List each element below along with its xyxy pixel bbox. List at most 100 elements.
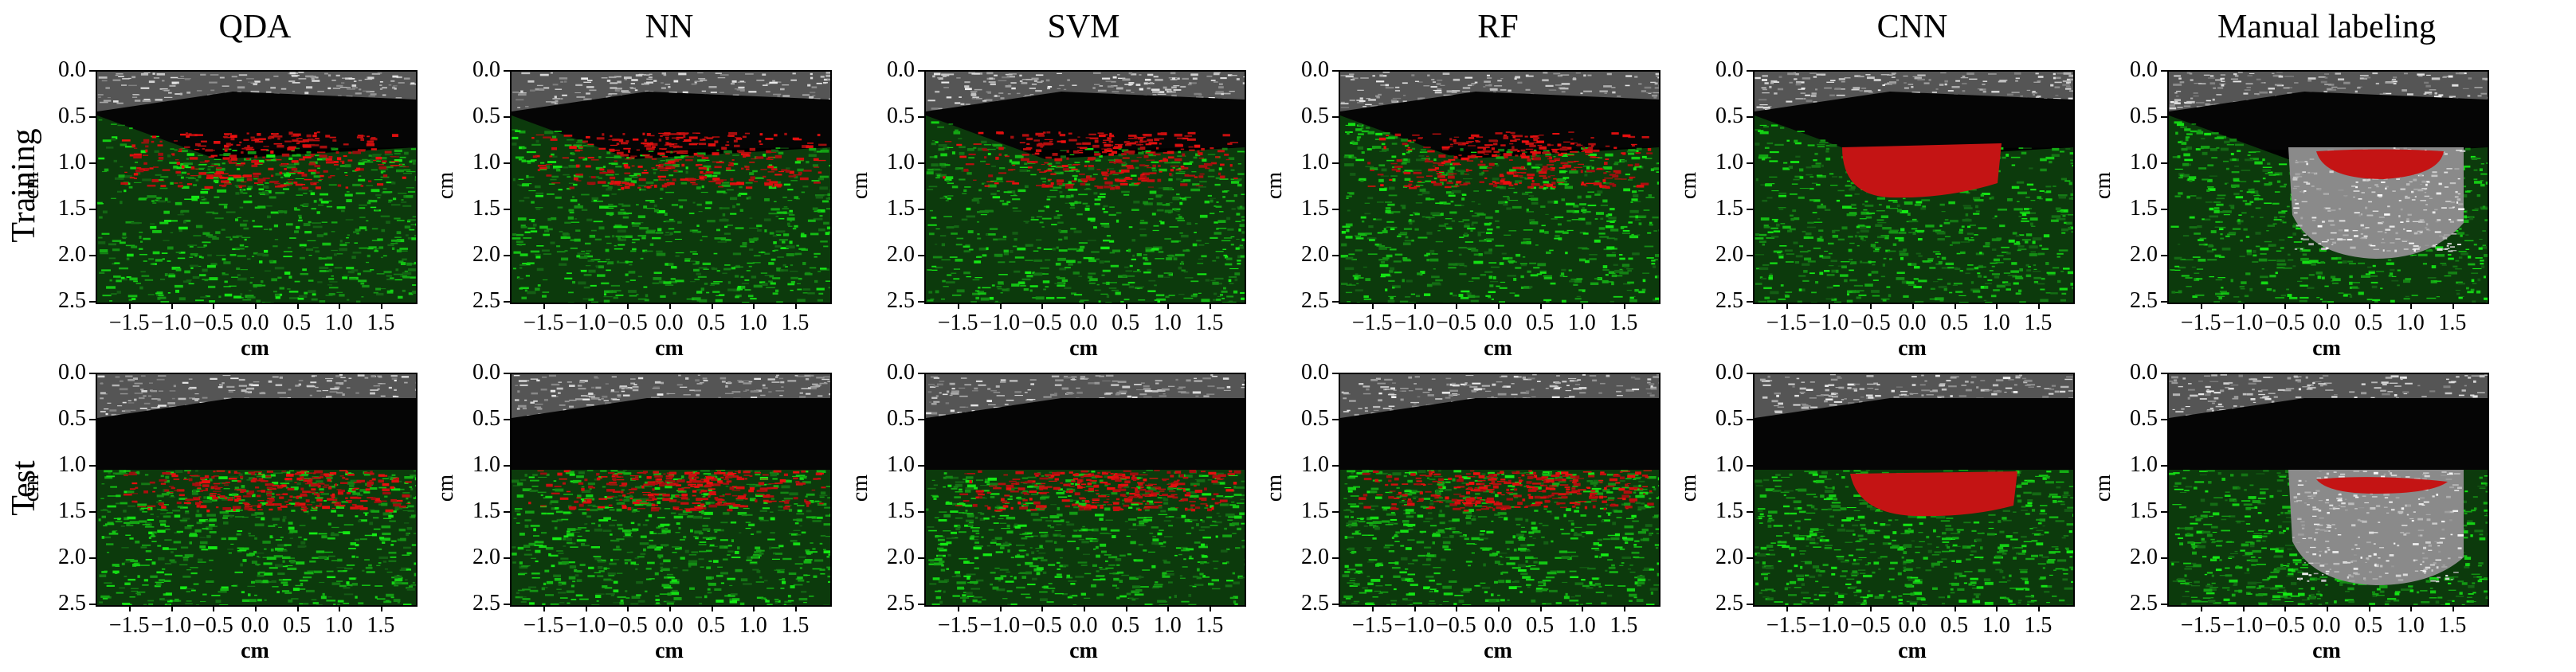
y-tick-label: 1.5: [58, 196, 86, 221]
y-tick-mark: [89, 604, 96, 605]
x-tick-mark: [1828, 605, 1830, 611]
y-tick-mark: [2161, 162, 2167, 164]
y-tick-label: 2.5: [1301, 288, 1329, 313]
y-tick-mark: [1747, 255, 1753, 256]
x-tick-mark: [255, 303, 257, 309]
image-panel: [924, 373, 1246, 607]
x-tick-label: 1.0: [2396, 613, 2425, 638]
y-tick-label: 0.0: [887, 360, 915, 385]
x-tick-mark: [669, 303, 671, 309]
x-tick-mark: [1167, 605, 1170, 611]
y-tick-label: 0.5: [1715, 406, 1743, 431]
ultrasound-image: [512, 374, 830, 605]
ultrasound-image: [2169, 72, 2488, 303]
image-panel: [96, 70, 418, 304]
x-tick-mark: [753, 605, 755, 611]
x-tick-mark: [1582, 605, 1584, 611]
y-tick-label: 0.0: [58, 57, 86, 82]
image-panel: [1339, 373, 1660, 607]
y-tick-label: 0.5: [887, 406, 915, 431]
x-tick-label: −1.5: [1766, 311, 1807, 335]
x-tick-mark: [339, 605, 341, 611]
y-tick-label: 2.0: [2130, 242, 2158, 267]
y-axis-label: cm: [848, 474, 872, 502]
x-tick-label: −0.5: [1435, 613, 1476, 638]
x-tick-label: 1.5: [781, 311, 810, 335]
x-tick-mark: [1084, 605, 1085, 611]
y-tick-mark: [1332, 209, 1339, 210]
x-axis-label: cm: [1484, 336, 1512, 361]
image-panel: [510, 373, 832, 607]
x-tick-mark: [2327, 605, 2328, 611]
x-tick-label: 1.0: [1153, 613, 1182, 638]
x-tick-mark: [129, 605, 131, 611]
y-tick-mark: [1747, 301, 1753, 303]
x-tick-label: 0.0: [1898, 613, 1927, 638]
y-axis-label: cm: [1262, 171, 1287, 200]
x-tick-label: −1.0: [1394, 311, 1435, 335]
column-title: NN: [645, 9, 694, 45]
column-title: CNN: [1876, 9, 1948, 45]
x-tick-label: 1.0: [2396, 311, 2425, 335]
x-tick-mark: [1372, 605, 1374, 611]
y-tick-label: 1.5: [2130, 196, 2158, 221]
y-tick-label: 2.5: [887, 288, 915, 313]
x-tick-label: −1.5: [2180, 613, 2221, 638]
y-axis-label: cm: [2091, 474, 2115, 502]
x-tick-mark: [1456, 605, 1458, 611]
x-tick-label: 1.5: [367, 613, 395, 638]
y-tick-label: 1.0: [1715, 452, 1743, 477]
y-tick-label: 2.0: [58, 242, 86, 267]
ultrasound-image: [97, 72, 416, 303]
x-axis-label: cm: [1484, 639, 1512, 663]
x-tick-label: −0.5: [2264, 311, 2305, 335]
x-tick-label: 0.5: [697, 613, 726, 638]
x-tick-mark: [296, 303, 299, 309]
y-tick-label: 0.5: [887, 104, 915, 128]
x-tick-label: −1.5: [108, 311, 150, 335]
y-tick-label: 1.0: [472, 452, 500, 477]
y-tick-mark: [2161, 604, 2167, 605]
y-tick-label: 0.0: [1301, 57, 1329, 82]
y-tick-label: 2.5: [887, 591, 915, 615]
x-tick-label: 0.0: [1069, 613, 1098, 638]
y-tick-mark: [1332, 162, 1339, 164]
x-tick-label: 1.5: [367, 311, 395, 335]
x-tick-label: 1.0: [324, 311, 353, 335]
y-tick-label: 1.0: [2130, 150, 2158, 174]
x-tick-mark: [1413, 605, 1416, 611]
x-tick-mark: [2201, 605, 2203, 611]
x-tick-mark: [627, 605, 629, 611]
x-tick-mark: [958, 303, 960, 309]
x-tick-label: −1.0: [979, 311, 1021, 335]
y-tick-label: 2.0: [58, 545, 86, 569]
y-tick-mark: [1747, 604, 1753, 605]
x-tick-mark: [999, 303, 1002, 309]
y-tick-label: 2.5: [2130, 288, 2158, 313]
y-tick-label: 2.0: [472, 545, 500, 569]
x-tick-mark: [255, 605, 257, 611]
x-tick-mark: [2201, 303, 2203, 309]
y-tick-mark: [504, 511, 510, 513]
x-tick-label: 1.0: [739, 613, 767, 638]
x-tick-label: 0.0: [655, 311, 684, 335]
y-tick-mark: [504, 373, 510, 374]
y-axis-label: cm: [433, 474, 458, 502]
x-tick-mark: [1167, 303, 1170, 309]
x-tick-mark: [1828, 303, 1830, 309]
y-tick-mark: [2161, 419, 2167, 420]
y-tick-label: 1.5: [2130, 498, 2158, 523]
image-panel: [96, 373, 418, 607]
y-tick-mark: [1747, 209, 1753, 210]
x-tick-label: 0.0: [1898, 311, 1927, 335]
y-tick-label: 0.5: [2130, 104, 2158, 128]
y-tick-mark: [1332, 301, 1339, 303]
image-panel: [2167, 70, 2489, 304]
x-tick-label: −0.5: [606, 311, 648, 335]
y-axis-label: cm: [19, 474, 44, 502]
x-tick-mark: [543, 303, 546, 309]
image-panel: [1753, 70, 2075, 304]
x-tick-mark: [1372, 303, 1374, 309]
y-tick-label: 0.0: [2130, 57, 2158, 82]
image-panel: [2167, 373, 2489, 607]
